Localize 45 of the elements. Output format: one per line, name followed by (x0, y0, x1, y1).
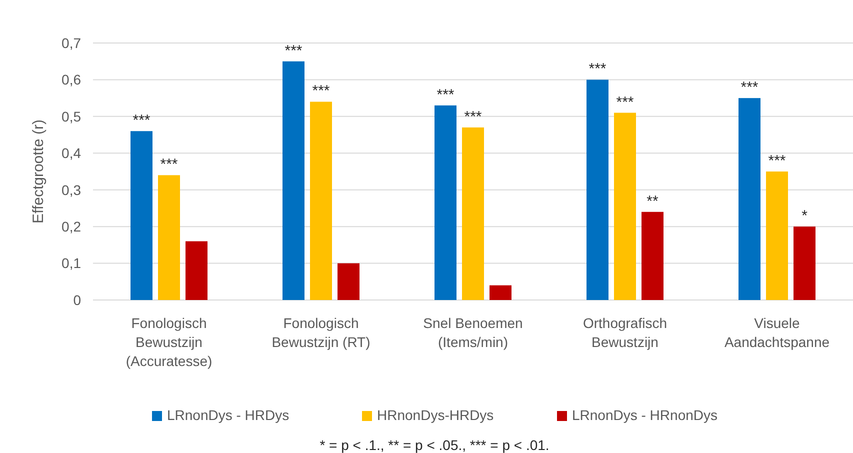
bar (766, 172, 788, 300)
legend-label: LRnonDys - HRDys (167, 407, 290, 423)
data-label: *** (740, 79, 758, 96)
legend-label: HRnonDys-HRDys (377, 407, 494, 423)
y-tick-label: 0,4 (62, 145, 82, 162)
bar (282, 61, 304, 300)
bar (462, 127, 484, 300)
x-tick-label: Snel Benoemen (Items/min) (423, 315, 523, 350)
x-tick-label: Fonologisch Bewustzijn (Accuratesse) (126, 315, 212, 369)
legend-label: LRnonDys - HRnonDys (572, 407, 718, 423)
text: * = p < .1., ** = p < .05., *** = p < .01. (320, 437, 550, 453)
data-label: *** (284, 42, 302, 60)
bar (614, 112, 636, 300)
bar (186, 241, 208, 300)
y-tick-label: 0,3 (62, 182, 82, 198)
bar (434, 105, 456, 300)
data-label: *** (132, 112, 150, 130)
bar (158, 175, 180, 300)
bar (310, 102, 332, 300)
x-tick-label: Orthografisch Bewustzijn (582, 315, 668, 350)
y-axis-title: Effectgrootte (r) (30, 120, 47, 224)
y-tick-label: 0,5 (62, 108, 82, 124)
data-label: *** (312, 82, 330, 100)
data-label: ** (646, 192, 658, 210)
data-label: *** (160, 156, 178, 174)
data-label: *** (588, 60, 606, 78)
data-label: *** (616, 94, 634, 111)
y-tick-label: 0,7 (62, 34, 82, 51)
bar (794, 226, 816, 300)
data-label: * (802, 208, 808, 225)
data-label: *** (768, 152, 786, 170)
x-tick-label: Fonologisch Bewustzijn (RT) (272, 315, 370, 350)
x-tick-label: Visuele Aandachtspanne (724, 315, 830, 350)
data-label: *** (464, 108, 482, 126)
bar (490, 285, 512, 300)
y-tick-label: 0,2 (62, 218, 82, 234)
bar (642, 212, 664, 300)
y-tick-label: 0,6 (62, 72, 82, 88)
bar (586, 80, 608, 300)
data-label: *** (436, 86, 454, 104)
bar (738, 98, 760, 300)
bar (338, 263, 360, 300)
y-tick-label: 0 (73, 292, 82, 308)
y-tick-label: 0,1 (62, 255, 82, 272)
bar (130, 131, 152, 300)
